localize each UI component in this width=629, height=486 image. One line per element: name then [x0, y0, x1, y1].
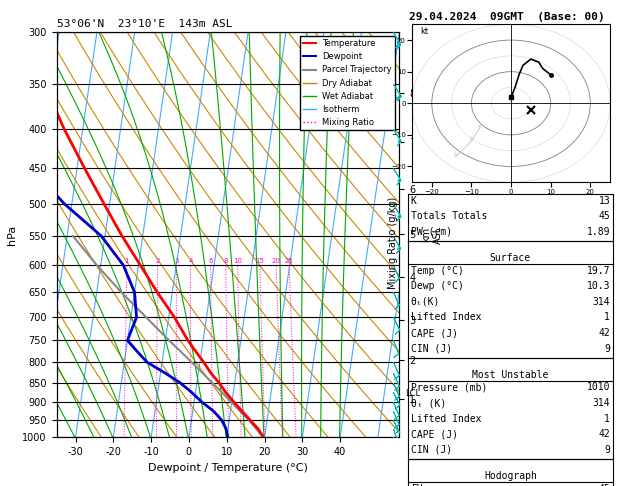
- Text: 20: 20: [272, 258, 281, 264]
- Text: 10.3: 10.3: [587, 281, 610, 292]
- Text: Mixing Ratio (g/kg): Mixing Ratio (g/kg): [388, 197, 398, 289]
- Legend: Temperature, Dewpoint, Parcel Trajectory, Dry Adiabat, Wet Adiabat, Isotherm, Mi: Temperature, Dewpoint, Parcel Trajectory…: [300, 36, 395, 130]
- Text: Hodograph: Hodograph: [484, 471, 537, 481]
- Text: 19.7: 19.7: [587, 266, 610, 276]
- Text: 1: 1: [125, 258, 129, 264]
- Text: Temp (°C): Temp (°C): [411, 266, 464, 276]
- Text: *: *: [469, 136, 474, 146]
- Text: 45: 45: [598, 484, 610, 486]
- Text: 10: 10: [233, 258, 242, 264]
- Text: CAPE (J): CAPE (J): [411, 429, 458, 439]
- Text: θₜ (K): θₜ (K): [411, 398, 446, 408]
- Text: 6: 6: [208, 258, 213, 264]
- Text: 42: 42: [598, 429, 610, 439]
- Text: Totals Totals: Totals Totals: [411, 211, 487, 222]
- X-axis label: Dewpoint / Temperature (°C): Dewpoint / Temperature (°C): [148, 463, 308, 473]
- Text: 314: 314: [593, 297, 610, 307]
- Text: Lifted Index: Lifted Index: [411, 414, 481, 424]
- Text: LCL: LCL: [405, 389, 420, 398]
- Text: 42: 42: [598, 328, 610, 338]
- Text: Pressure (mb): Pressure (mb): [411, 382, 487, 393]
- Text: θₜ(K): θₜ(K): [411, 297, 440, 307]
- Text: K: K: [411, 196, 416, 206]
- Text: 8: 8: [223, 258, 228, 264]
- Text: Surface: Surface: [490, 253, 531, 263]
- Text: 45: 45: [598, 211, 610, 222]
- Y-axis label: hPa: hPa: [7, 225, 17, 244]
- Y-axis label: km
ASL: km ASL: [421, 226, 443, 243]
- Text: 13: 13: [598, 196, 610, 206]
- Text: CAPE (J): CAPE (J): [411, 328, 458, 338]
- Text: 3: 3: [174, 258, 179, 264]
- Text: 9: 9: [604, 344, 610, 354]
- Text: 9: 9: [604, 445, 610, 455]
- Text: 53°06'N  23°10'E  143m ASL: 53°06'N 23°10'E 143m ASL: [57, 19, 232, 30]
- Text: Most Unstable: Most Unstable: [472, 370, 548, 380]
- Text: 1.89: 1.89: [587, 227, 610, 237]
- Text: *: *: [453, 152, 459, 162]
- Text: 2: 2: [155, 258, 160, 264]
- Text: 15: 15: [255, 258, 264, 264]
- Text: 314: 314: [593, 398, 610, 408]
- Text: *: *: [477, 123, 482, 134]
- Text: PW (cm): PW (cm): [411, 227, 452, 237]
- Text: Dewp (°C): Dewp (°C): [411, 281, 464, 292]
- Text: 4: 4: [188, 258, 192, 264]
- Text: CIN (J): CIN (J): [411, 344, 452, 354]
- Text: EH: EH: [411, 484, 423, 486]
- Text: 1: 1: [604, 414, 610, 424]
- Text: CIN (J): CIN (J): [411, 445, 452, 455]
- Text: 1010: 1010: [587, 382, 610, 393]
- Text: kt: kt: [420, 27, 428, 36]
- Text: 1: 1: [604, 312, 610, 323]
- Text: 29.04.2024  09GMT  (Base: 00): 29.04.2024 09GMT (Base: 00): [409, 12, 604, 22]
- Text: 25: 25: [285, 258, 294, 264]
- Text: Lifted Index: Lifted Index: [411, 312, 481, 323]
